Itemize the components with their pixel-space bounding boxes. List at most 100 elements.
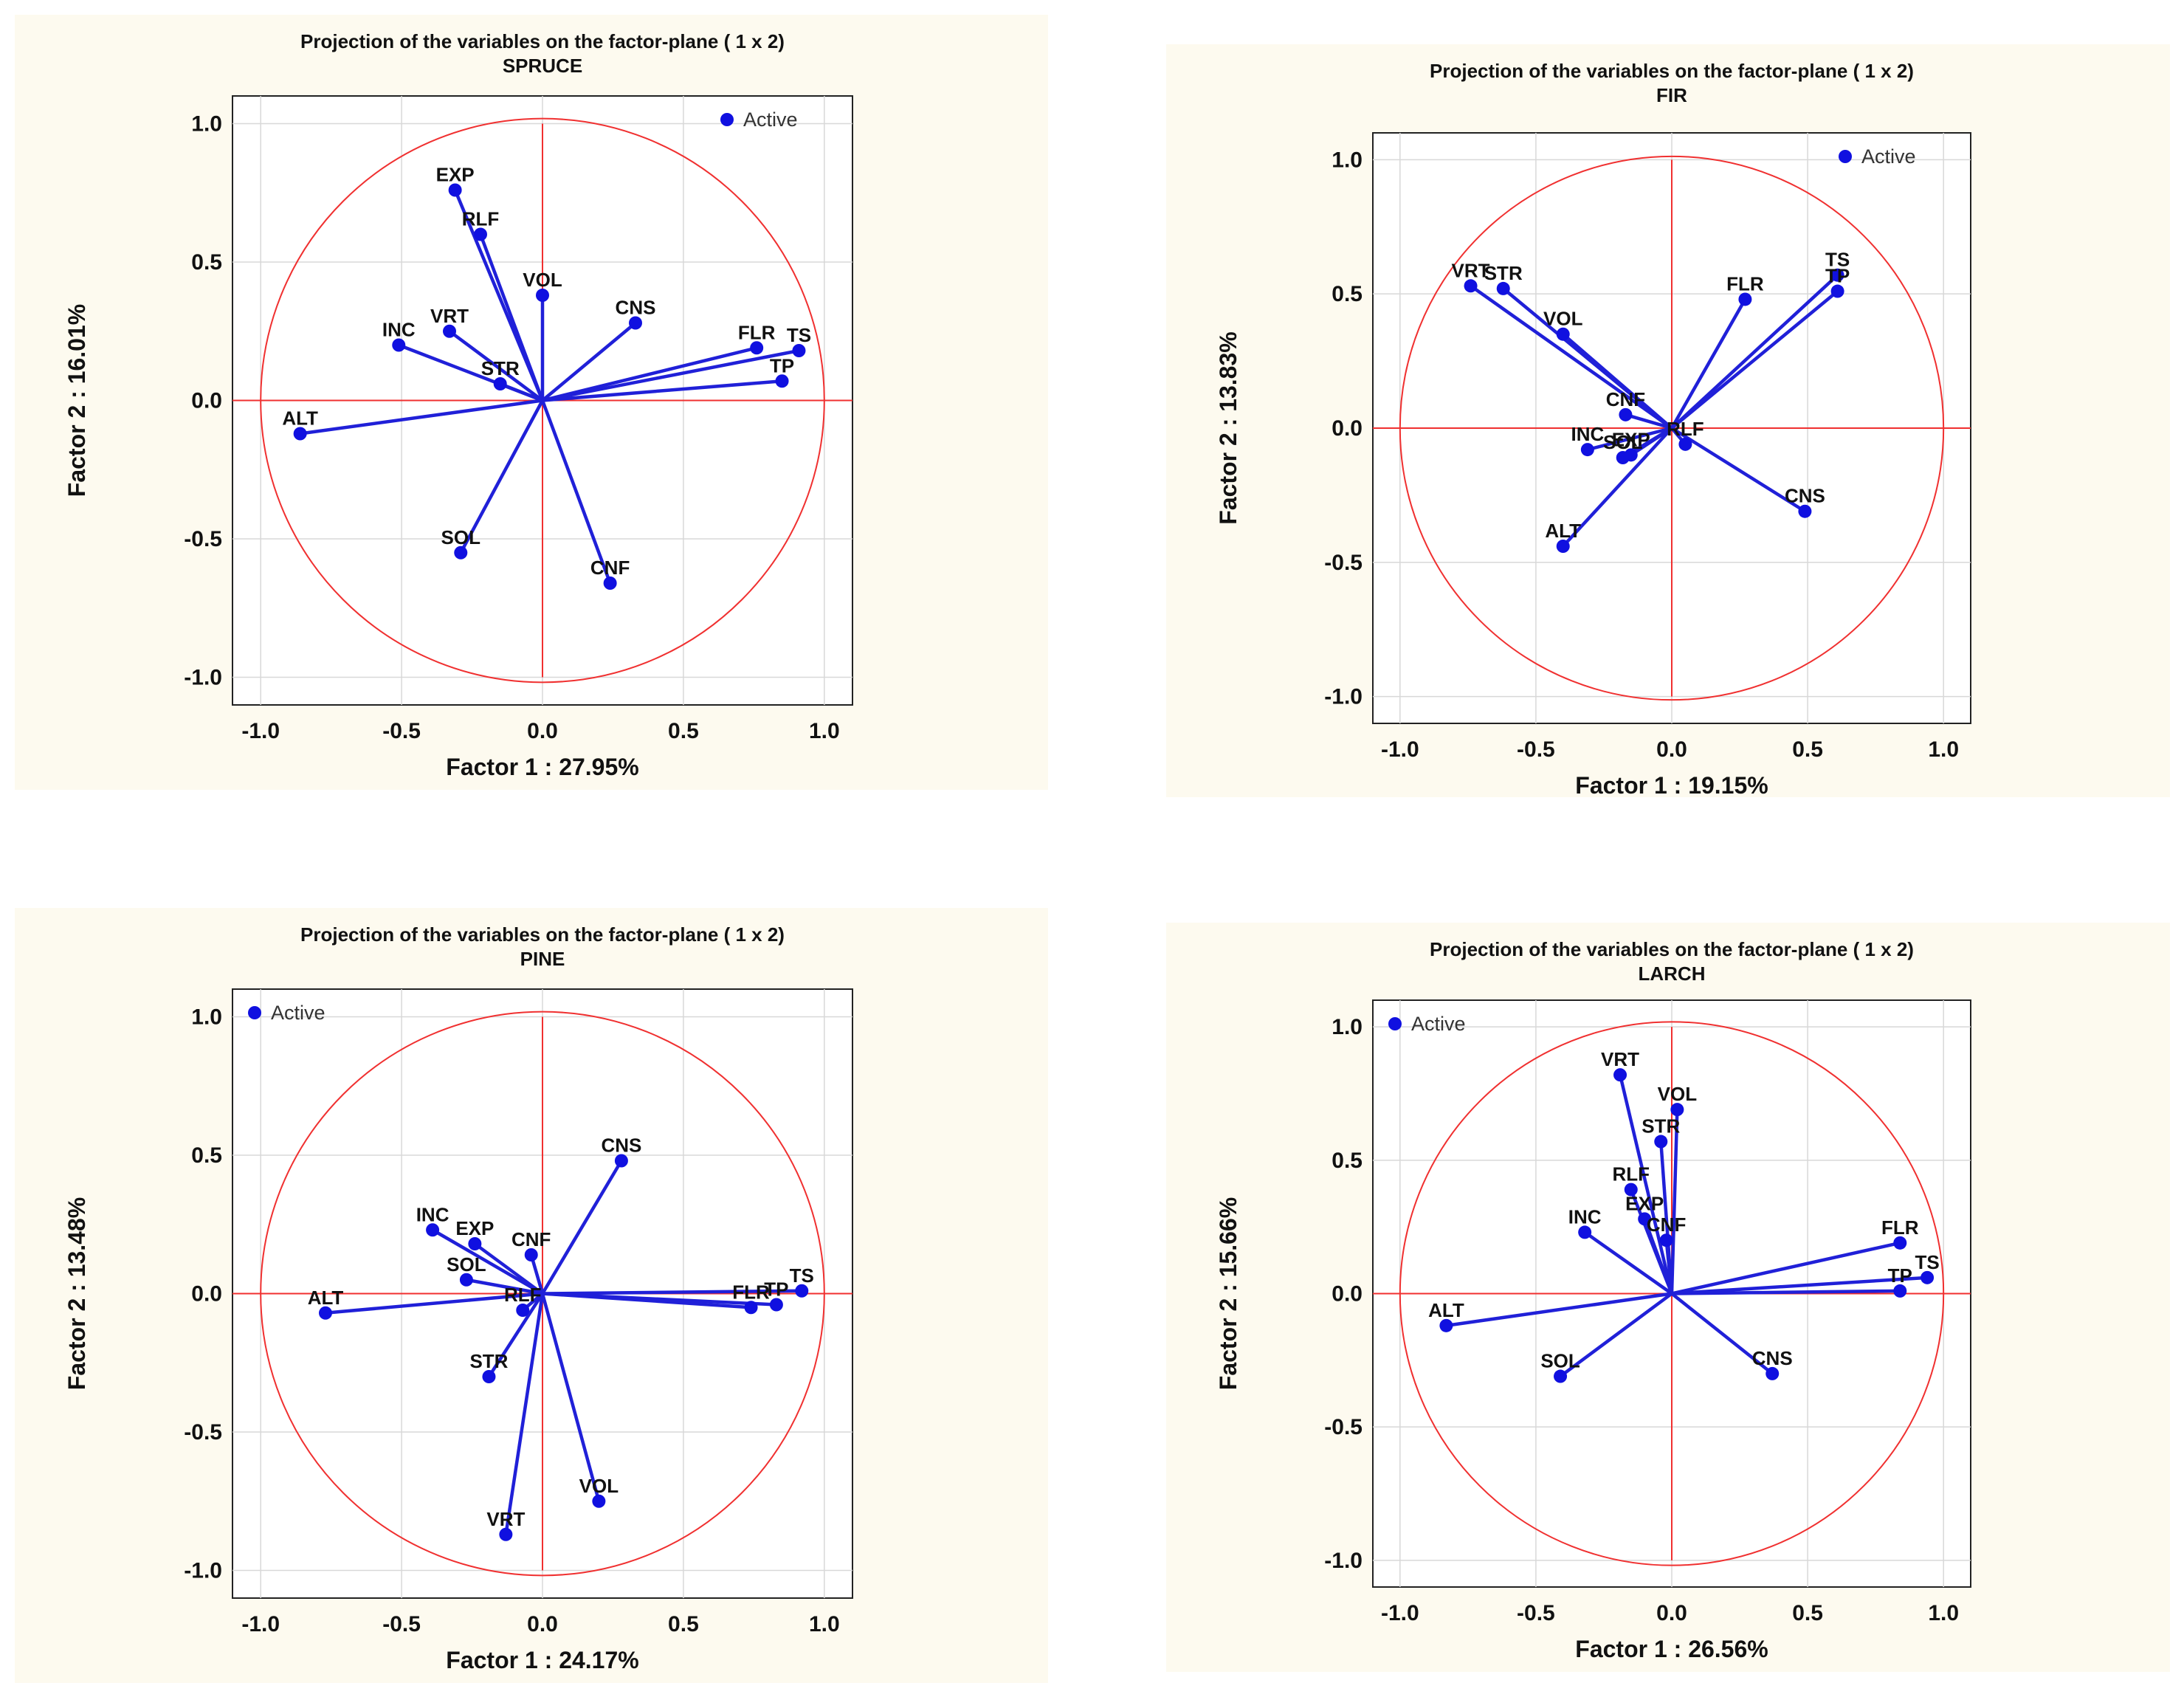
vector-line-tp (1670, 289, 1839, 430)
vector-line-alt (1562, 427, 1673, 548)
point-alt (319, 1306, 332, 1320)
legend-label: Active (1861, 145, 1916, 168)
point-vrt (499, 1527, 513, 1541)
point-label: INC (416, 1203, 449, 1225)
y-axis-label: Factor 2 : 16.01% (63, 304, 90, 497)
vector-line-sol (459, 399, 544, 554)
vector-line-inc (431, 1228, 544, 1295)
y-axis-label: Factor 2 : 13.83% (1215, 331, 1241, 524)
vector-line-cns (541, 1160, 623, 1295)
point-vol (536, 289, 549, 302)
y-tick-label: 0.0 (1332, 1282, 1363, 1307)
point-alt (293, 427, 307, 441)
point-alt (1556, 540, 1570, 553)
y-tick-label: -1.0 (184, 666, 222, 690)
vector-line-cns (1670, 427, 1806, 513)
point-cns (614, 1154, 628, 1168)
point-label: SOL (1603, 431, 1643, 453)
vector-line-vol (1670, 1109, 1679, 1294)
chart-title: Projection of the variables on the facto… (1430, 60, 1914, 82)
chart-title: Projection of the variables on the facto… (300, 30, 785, 52)
y-tick-label: 0.5 (1332, 282, 1363, 306)
point-ts (1921, 1270, 1935, 1284)
point-label: TP (1888, 1264, 1912, 1287)
point-tp (1830, 284, 1844, 298)
x-tick-label: 1.0 (1928, 1601, 1959, 1625)
point-label: ALT (1428, 1299, 1464, 1321)
point-vol (1556, 327, 1570, 341)
point-ts (795, 1284, 809, 1298)
point-exp (1638, 1212, 1652, 1226)
point-label: CNS (1785, 485, 1825, 507)
y-tick-label: 1.0 (191, 112, 222, 137)
point-vrt (1464, 279, 1478, 293)
point-label: CNS (616, 297, 656, 319)
chart-title: Projection of the variables on the facto… (300, 923, 785, 946)
y-tick-label: 1.0 (1332, 1015, 1363, 1039)
point-label: FLR (732, 1281, 770, 1303)
point-label: STR (469, 1350, 508, 1372)
x-axis-label: Factor 1 : 24.17% (446, 1647, 638, 1673)
vector-line-vol (1562, 333, 1673, 430)
vector-line-exp (474, 1242, 544, 1295)
point-label: EXP (1612, 428, 1650, 450)
point-label: SOL (447, 1253, 486, 1276)
point-label: EXP (1625, 1192, 1664, 1214)
vector-line-exp (1630, 427, 1673, 457)
point-label: EXP (436, 164, 475, 186)
chart-title: Projection of the variables on the facto… (1430, 938, 1914, 960)
point-label: RLF (1612, 1163, 1650, 1185)
vector-line-vol (540, 1292, 601, 1502)
point-rlf (474, 227, 487, 241)
vector-line-ts (542, 1289, 802, 1295)
vector-line-alt (325, 1292, 543, 1315)
point-label: INC (1571, 423, 1604, 445)
point-sol (454, 545, 468, 560)
vector-line-sol (466, 1278, 543, 1295)
point-label: FLR (738, 321, 776, 343)
point-cnf (524, 1248, 538, 1261)
point-str (493, 377, 507, 390)
factor-plane-chart: Projection of the variables on the facto… (63, 30, 853, 780)
x-tick-label: -0.5 (382, 1612, 421, 1636)
point-label: RLF (462, 208, 500, 230)
vector-line-cnf (1664, 1239, 1674, 1294)
x-tick-label: 0.0 (527, 719, 558, 743)
point-vrt (1613, 1068, 1627, 1082)
point-exp (468, 1237, 482, 1250)
y-axis-label: Factor 2 : 15.66% (1215, 1197, 1241, 1390)
point-flr (1738, 292, 1752, 306)
factor-plane-chart: Projection of the variables on the facto… (1215, 938, 1971, 1662)
point-label: SOL (441, 526, 481, 548)
vector-line-sol (1559, 1292, 1673, 1378)
point-label: VOL (523, 269, 562, 291)
point-rlf (516, 1304, 530, 1317)
point-label: FLR (1881, 1216, 1919, 1239)
point-label: VRT (1452, 259, 1490, 281)
x-axis-label: Factor 1 : 26.56% (1575, 1636, 1768, 1662)
point-label: CNF (511, 1228, 551, 1250)
vector-line-tp (1671, 1289, 1901, 1295)
point-inc (426, 1223, 440, 1237)
x-tick-label: -1.0 (1381, 737, 1419, 762)
point-label: ALT (282, 407, 318, 430)
point-label: VRT (1601, 1048, 1639, 1070)
vector-line-flr (1670, 298, 1747, 430)
point-sol (1554, 1369, 1568, 1383)
y-tick-label: -1.0 (184, 1559, 222, 1583)
vector-line-vrt (1470, 284, 1673, 430)
y-tick-label: 0.5 (191, 1143, 222, 1168)
point-label: ALT (1545, 520, 1581, 542)
y-tick-label: -0.5 (184, 1420, 222, 1445)
chart-panel-pine: Projection of the variables on the facto… (15, 908, 1048, 1683)
x-tick-label: 0.5 (668, 1612, 699, 1636)
x-tick-label: -0.5 (1517, 1601, 1555, 1625)
point-label: SOL (1540, 1350, 1580, 1372)
x-tick-label: -1.0 (241, 1612, 280, 1636)
point-vrt (443, 324, 456, 338)
point-rlf (1678, 437, 1692, 451)
y-tick-label: 0.0 (1332, 416, 1363, 441)
point-flr (750, 341, 764, 355)
vector-line-cnf (540, 399, 612, 584)
point-cnf (1619, 407, 1633, 421)
